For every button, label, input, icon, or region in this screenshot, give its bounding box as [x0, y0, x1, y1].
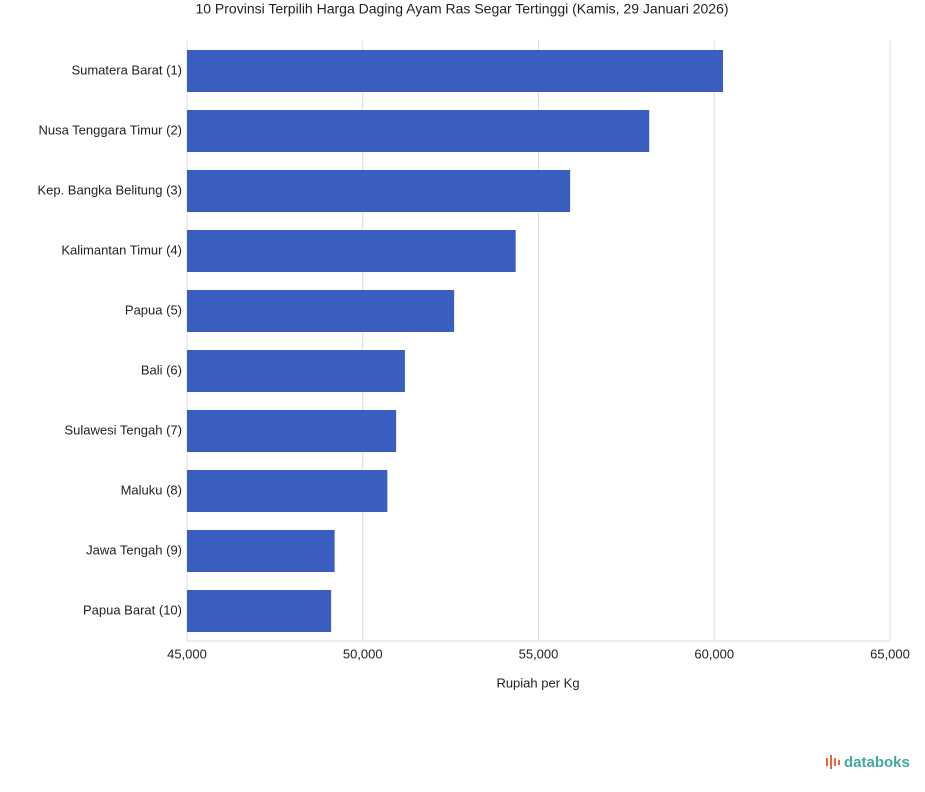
bar [187, 230, 516, 272]
bar [187, 170, 571, 212]
y-tick-label: Bali (6) [141, 362, 182, 377]
x-tick-label: 60,000 [694, 646, 734, 661]
logo-icon [826, 758, 828, 766]
bar [187, 530, 335, 572]
bar [187, 470, 388, 512]
y-tick-label: Jawa Tengah (9) [86, 542, 182, 557]
x-tick-label: 45,000 [167, 646, 207, 661]
y-tick-label: Nusa Tenggara Timur (2) [38, 122, 182, 137]
bar [187, 110, 650, 152]
y-tick-label: Kep. Bangka Belitung (3) [37, 182, 182, 197]
x-axis-label: Rupiah per Kg [496, 675, 579, 690]
y-tick-label: Sumatera Barat (1) [71, 62, 182, 77]
bar [187, 50, 724, 92]
y-tick-label: Maluku (8) [121, 482, 182, 497]
bar [187, 290, 455, 332]
logo-icon [834, 758, 836, 766]
chart-title: 10 Provinsi Terpilih Harga Daging Ayam R… [195, 1, 728, 17]
logo-icon [838, 760, 840, 765]
x-tick-label: 65,000 [870, 646, 910, 661]
y-tick-label: Papua (5) [125, 302, 182, 317]
bar [187, 590, 332, 632]
logo-icon [830, 755, 832, 769]
y-tick-label: Kalimantan Timur (4) [61, 242, 182, 257]
y-tick-label: Sulawesi Tengah (7) [64, 422, 182, 437]
y-tick-label: Papua Barat (10) [83, 602, 182, 617]
logo [826, 755, 840, 769]
bar [187, 410, 397, 452]
watermark: databoks [844, 754, 910, 771]
x-tick-label: 55,000 [519, 646, 559, 661]
x-tick-label: 50,000 [343, 646, 383, 661]
bar [187, 350, 405, 392]
